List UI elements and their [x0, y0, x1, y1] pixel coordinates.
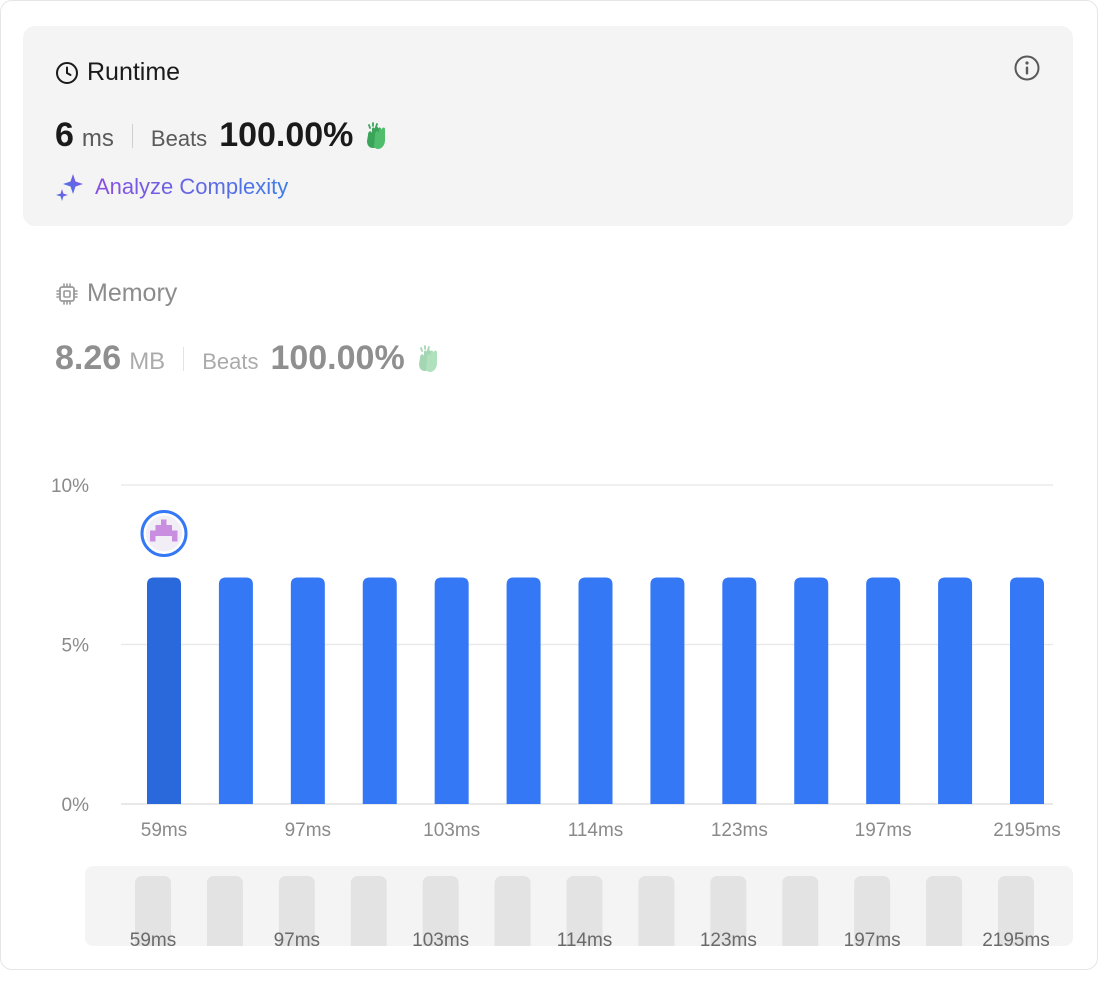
scroller-bar — [206, 876, 243, 946]
scroller-bar — [998, 876, 1034, 946]
scroller-bar — [782, 876, 819, 946]
memory-beats-label: Beats — [202, 349, 259, 374]
scroller-bar — [926, 876, 963, 946]
divider — [183, 346, 185, 371]
info-icon[interactable] — [1013, 54, 1041, 82]
memory-beats-pct: 100.00% — [270, 339, 405, 377]
scroller-bar — [422, 876, 459, 946]
scroller-label: 2195ms — [982, 930, 1050, 946]
bar — [1010, 577, 1044, 804]
runtime-title: Runtime — [55, 58, 180, 87]
x-tick-label: 123ms — [711, 820, 768, 841]
scroller-bar — [350, 876, 387, 946]
chart-range-scroller[interactable]: 59ms 97ms 103ms 114ms 123ms 197ms 2195ms — [85, 866, 1073, 946]
bar — [434, 577, 469, 804]
scroller-bar — [854, 876, 891, 946]
runtime-unit: ms — [81, 125, 114, 152]
analyze-complexity-button[interactable]: Analyze Complexity — [55, 172, 288, 202]
runtime-beats-pct: 100.00% — [219, 116, 354, 154]
bar — [147, 577, 181, 804]
submission-detail-card: Runtime 6 ms Beats 100.00% — [0, 0, 1098, 970]
memory-title-text: Memory — [87, 279, 178, 307]
bar — [938, 577, 973, 804]
analyze-complexity-label: Analyze Complexity — [95, 174, 289, 199]
user-avatar-icon — [140, 510, 188, 558]
y-tick-label: 5% — [62, 636, 90, 657]
scroller-label: 197ms — [844, 930, 901, 946]
bar — [506, 577, 541, 804]
scroller-label: 123ms — [700, 930, 757, 946]
bar — [290, 577, 325, 804]
sparkle-icon — [56, 174, 83, 201]
divider — [131, 123, 133, 148]
bar — [362, 577, 397, 804]
runtime-distribution-chart: 0% 5% 10% 59ms 97ms 103ms 114ms 123ms 197ms 2195m… — [51, 476, 1061, 841]
chip-icon — [56, 282, 78, 305]
bar — [218, 577, 253, 804]
scroller-label: 114ms — [557, 930, 613, 946]
x-tick-label: 97ms — [285, 820, 331, 841]
scroller-label: 97ms — [274, 930, 320, 946]
memory-panel[interactable]: Memory 8.26 MB Beats 100.00% — [23, 261, 1073, 401]
x-tick-label: 197ms — [855, 820, 912, 841]
clapping-hands-icon — [367, 121, 386, 149]
scroller-bar — [638, 876, 675, 946]
x-tick-label: 59ms — [141, 820, 187, 841]
runtime-panel[interactable]: Runtime 6 ms Beats 100.00% — [23, 26, 1073, 226]
bar — [650, 577, 685, 804]
x-tick-label: 2195ms — [993, 820, 1061, 841]
runtime-title-text: Runtime — [87, 58, 181, 86]
bar — [794, 577, 829, 804]
memory-stats: 8.26 MB Beats 100.00% — [55, 339, 443, 378]
scroller-bar — [494, 876, 531, 946]
scroller-minimap: 59ms 97ms 103ms 114ms 123ms 197ms 2195ms — [130, 876, 1050, 946]
scroller-label: 59ms — [130, 930, 176, 946]
memory-unit: MB — [129, 348, 166, 375]
runtime-beats-label: Beats — [150, 126, 208, 151]
y-tick-label: 0% — [62, 795, 90, 816]
scroller-bar — [566, 876, 603, 946]
bar — [866, 577, 901, 804]
x-tick-label: 103ms — [423, 820, 480, 841]
clock-icon — [56, 61, 78, 84]
scroller-bar — [278, 876, 315, 946]
scroller-bar — [135, 876, 171, 946]
scroller-bar — [710, 876, 747, 946]
runtime-stats: 6 ms Beats 100.00% — [55, 116, 391, 155]
clapping-hands-icon — [418, 344, 437, 372]
y-tick-label: 10% — [51, 476, 89, 497]
bar — [578, 577, 613, 804]
x-tick-label: 114ms — [568, 820, 624, 841]
runtime-value: 6 — [55, 116, 74, 154]
memory-value: 8.26 — [55, 339, 122, 377]
bar — [722, 577, 757, 804]
scroller-label: 103ms — [412, 930, 469, 946]
memory-title: Memory — [55, 279, 177, 308]
